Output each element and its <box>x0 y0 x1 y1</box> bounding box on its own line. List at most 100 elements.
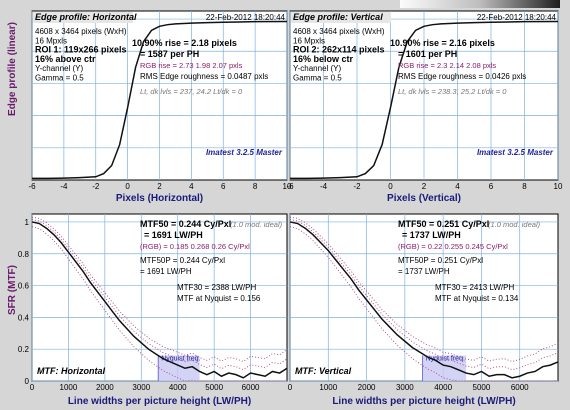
edge-h-xlabel: Pixels (Horizontal) <box>115 193 204 204</box>
mtf-horizontal-xtick: 2000 <box>96 383 114 392</box>
edge-horizontal-xtick: 10 <box>283 182 292 191</box>
mtf-horizontal-rgb-note: (1.0 mod. ideal) <box>230 220 283 229</box>
edge-vertical-rgb-rise: RGB rise = 2.3 2.14 2.08 pxls <box>398 61 496 70</box>
edge-horizontal-version: Imatest 3.2.5 Master <box>206 148 283 157</box>
edge-vertical-date: 22-Feb-2012 18:20:44 <box>477 13 557 22</box>
edge-vertical-xtick: 0 <box>388 182 393 191</box>
mtf-h-xlabel: Line widths per picture height (LW/PH) <box>67 396 252 407</box>
mtf-horizontal-nyquist-label: Nyquist freq. <box>161 355 200 362</box>
mtf-vertical-xtick: 2000 <box>358 383 376 392</box>
mtf-vertical-xtick: 1000 <box>319 383 337 392</box>
edge-vertical-levels: Lt, dk lvls = 238.3, 25.2 Lt/dk = 0 <box>398 87 507 96</box>
mtf-vertical-xtick: 4000 <box>434 383 452 392</box>
mtf-horizontal-curve <box>31 221 288 379</box>
edge-horizontal-title-bg <box>33 12 133 23</box>
edge-horizontal-rgb-rise: RGB rise = 2.73 1.98 2.07 pxls <box>140 61 243 70</box>
mtf-vertical-mtf50-line: = 1737 LW/PH <box>402 230 461 240</box>
mtf-horizontal-mtf50-line: MTF50 = 0.244 Cy/Pxl <box>140 219 231 229</box>
mtf-ylabel: SFR (MTF) <box>7 265 18 315</box>
mtf-horizontal-ytick: 1 <box>25 218 30 227</box>
edge-horizontal-info-line: ROI 1: 119x266 pixels <box>35 45 127 55</box>
edge-vertical-curve <box>290 20 559 180</box>
mtf-vertical-xtick: 0 <box>288 383 293 392</box>
edge-vertical-title-bg <box>291 12 391 23</box>
edge-horizontal-info-line: 16% above ctr <box>35 54 96 64</box>
mtf-vertical-mtf50p-line: = 1737 LW/PH <box>398 267 450 276</box>
edge-horizontal-date: 22-Feb-2012 18:20:44 <box>206 13 286 22</box>
mtf-horizontal-rgb-line: (RGB) = 0.185 0.268 0.26 Cy/Pxl <box>140 242 250 251</box>
edge-v-xlabel: Pixels (Vertical) <box>387 193 461 204</box>
mtf-vertical-rgb-series <box>289 216 559 362</box>
mtf-horizontal-xtick: 6000 <box>242 383 260 392</box>
edge-vertical-xtick: -6 <box>286 182 294 191</box>
mtf-horizontal-mtf-nyq: MTF at Nyquist = 0.156 <box>177 294 261 303</box>
mtf-horizontal-ytick: 0 <box>25 377 30 386</box>
mtf-vertical-plot-area <box>289 213 559 382</box>
edge-vertical-info-line: ROI 2: 262x114 pixels <box>293 45 385 55</box>
edge-horizontal-xtick: 4 <box>189 182 194 191</box>
mtf-horizontal-rgb-series <box>31 219 288 371</box>
edge-horizontal-rms: RMS Edge roughness = 0.0487 pxls <box>140 72 268 81</box>
mtf-vertical-mtf50p-line: MTF50P = 0.251 Cy/Pxl <box>398 256 483 265</box>
edge-ylabel: Edge profile (linear) <box>7 22 18 116</box>
edge-horizontal-xtick: 0 <box>125 182 130 191</box>
edge-horizontal-info-line: 16 Mpxls <box>35 36 67 45</box>
mtf-horizontal-ytick: 0.6 <box>18 282 30 291</box>
edge-vertical-xtick: 2 <box>422 182 427 191</box>
mtf-horizontal-rgb-series <box>31 216 288 363</box>
edge-horizontal-info-line: Y-channel (Y) <box>35 64 84 73</box>
edge-horizontal-curve <box>32 20 288 180</box>
top-gradient-strip <box>400 0 560 8</box>
mtf-horizontal-rgb-series <box>31 226 287 382</box>
mtf-horizontal-mtf50p-line: MTF50P = 0.244 Cy/Pxl <box>140 256 225 265</box>
edge-vertical-info-line: 4608 x 3464 pixels (WxH) <box>293 27 385 36</box>
edge-horizontal-xtick: -2 <box>92 182 100 191</box>
mtf-horizontal-ytick: 0.4 <box>18 313 30 322</box>
mtf-vertical-rgb-line: (RGB) = 0.22 0.255 0.245 Cy/Pxl <box>398 242 508 251</box>
edge-horizontal-info-line: 4608 x 3464 pixels (WxH) <box>35 27 127 36</box>
edge-horizontal-info-line: Gamma = 0.5 <box>35 74 84 83</box>
mtf-vertical-title: MTF: Vertical <box>295 366 352 376</box>
mtf-vertical-mtf30: MTF30 = 2413 LW/PH <box>435 283 514 292</box>
edge-vertical-info-line: 16 Mpxls <box>293 36 325 45</box>
mtf-horizontal-ytick: 0.8 <box>18 250 30 259</box>
edge-vertical-version: Imatest 3.2.5 Master <box>477 148 554 157</box>
mtf-vertical-nyquist-region <box>422 355 467 381</box>
edge-vertical-xtick: 10 <box>554 182 563 191</box>
edge-horizontal-xtick: 8 <box>253 182 258 191</box>
mtf-horizontal-mtf50-line: = 1691 LW/PH <box>144 230 203 240</box>
edge-horizontal-levels: Lt, dk lvls = 237, 24.2 Lt/dk = 0 <box>140 87 243 96</box>
edge-vertical-xtick: 4 <box>455 182 460 191</box>
edge-vertical-title: Edge profile: Vertical <box>293 12 383 22</box>
mtf-v-xlabel: Line widths per picture height (LW/PH) <box>332 396 516 407</box>
mtf-vertical-xtick: 6000 <box>511 383 529 392</box>
edge-horizontal-rise-line: 10.90% rise = 2.18 pixels <box>132 38 237 48</box>
edge-vertical-info-line: Gamma = 0.5 <box>293 74 342 83</box>
edge-vertical-xtick: 8 <box>522 182 527 191</box>
edge-vertical-xtick: -2 <box>353 182 361 191</box>
edge-vertical-xtick: 6 <box>489 182 494 191</box>
edge-horizontal-xtick: -4 <box>60 182 68 191</box>
mtf-horizontal-plot-area <box>31 213 288 382</box>
mtf-horizontal-mtf50p-line: = 1691 LW/PH <box>140 267 192 276</box>
edge-horizontal-title: Edge profile: Horizontal <box>35 12 137 22</box>
mtf-vertical-rgb-series <box>289 226 559 382</box>
mtf-horizontal-xtick: 5000 <box>205 383 223 392</box>
edge-vertical-rise-line: 10.90% rise = 2.16 pixels <box>390 38 495 48</box>
edge-vertical-info-line: 16% below ctr <box>293 54 354 64</box>
mtf-horizontal-xtick: 0 <box>30 383 35 392</box>
edge-vertical-info-line: Y-channel (Y) <box>293 64 342 73</box>
mtf-horizontal-xtick: 3000 <box>132 383 150 392</box>
mtf-vertical-xtick: 5000 <box>473 383 491 392</box>
edge-horizontal-xtick: -6 <box>28 182 36 191</box>
mtf-horizontal-xtick: 4000 <box>169 383 187 392</box>
mtf-vertical-xtick: 3000 <box>396 383 414 392</box>
mtf-vertical-rgb-note: (1.0 mod. ideal) <box>488 220 541 229</box>
mtf-horizontal-xtick: 1000 <box>60 383 78 392</box>
edge-vertical-xtick: -4 <box>320 182 328 191</box>
mtf-vertical-mtf50-line: MTF50 = 0.251 Cy/Pxl <box>398 219 489 229</box>
edge-horizontal-xtick: 2 <box>157 182 162 191</box>
mtf-vertical-nyquist-label: Nyquist freq. <box>426 355 465 362</box>
edge-vertical-rms: RMS Edge roughness = 0.0426 pxls <box>398 72 526 81</box>
